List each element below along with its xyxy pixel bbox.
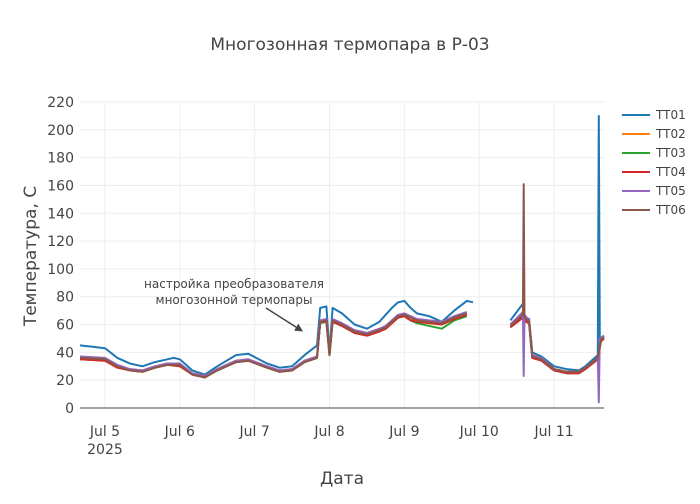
y-tick-label: 60	[56, 318, 74, 334]
x-tick-label: Jul 5	[89, 424, 120, 440]
annotation: настройка преобразователя многозонной те…	[144, 277, 324, 332]
annotation-arrowhead	[294, 323, 303, 332]
annotation-text-line2: многозонной термопары	[156, 293, 313, 307]
legend-label-tt02: TT02	[655, 127, 686, 141]
series-line-tt05	[79, 311, 468, 377]
chart-title: Многозонная термопара в Р-03	[210, 35, 489, 55]
x-tick-label: Jul 9	[388, 424, 419, 440]
y-tick-label: 220	[47, 95, 74, 111]
legend-label-tt04: TT04	[655, 165, 686, 179]
x-tick-label: Jul 11	[534, 424, 574, 440]
series-line-tt01	[79, 299, 474, 376]
x-axis-label: Дата	[320, 469, 364, 489]
annotation-arrow	[265, 307, 297, 328]
y-tick-label: 100	[47, 262, 74, 278]
legend-label-tt01: TT01	[655, 108, 686, 122]
y-axis-ticks: 0 20 40 60 80 100 120 140 160 180 200 220	[47, 95, 74, 417]
y-tick-label: 40	[56, 345, 74, 361]
y-tick-label: 20	[56, 373, 74, 389]
y-tick-label: 180	[47, 151, 74, 167]
x-tick-sublabel: 2025	[87, 442, 123, 458]
y-axis-label: Температура, С	[21, 186, 41, 327]
legend-label-tt05: TT05	[655, 184, 686, 198]
series-lines	[79, 114, 605, 404]
x-tick-label: Jul 7	[239, 424, 270, 440]
legend: TT01 TT02 TT03 TT04 TT05 TT06	[622, 108, 686, 217]
annotation-text-line1: настройка преобразователя	[144, 277, 324, 291]
y-tick-label: 200	[47, 123, 74, 139]
x-tick-label: Jul 6	[164, 424, 195, 440]
y-tick-label: 160	[47, 178, 74, 194]
legend-label-tt03: TT03	[655, 146, 686, 160]
y-tick-label: 0	[65, 401, 74, 417]
x-axis-ticks: Jul 5 2025 Jul 6 Jul 7 Jul 8 Jul 9 Jul 10 Jul 1…	[87, 424, 574, 458]
y-tick-label: 140	[47, 206, 74, 222]
x-tick-label: Jul 8	[313, 424, 344, 440]
legend-label-tt06: TT06	[655, 203, 686, 217]
y-tick-label: 80	[56, 290, 74, 306]
y-tick-label: 120	[47, 234, 74, 250]
series-line-tt06	[79, 312, 468, 379]
series-line-tt06	[509, 183, 605, 373]
x-tick-label: Jul 10	[459, 424, 499, 440]
